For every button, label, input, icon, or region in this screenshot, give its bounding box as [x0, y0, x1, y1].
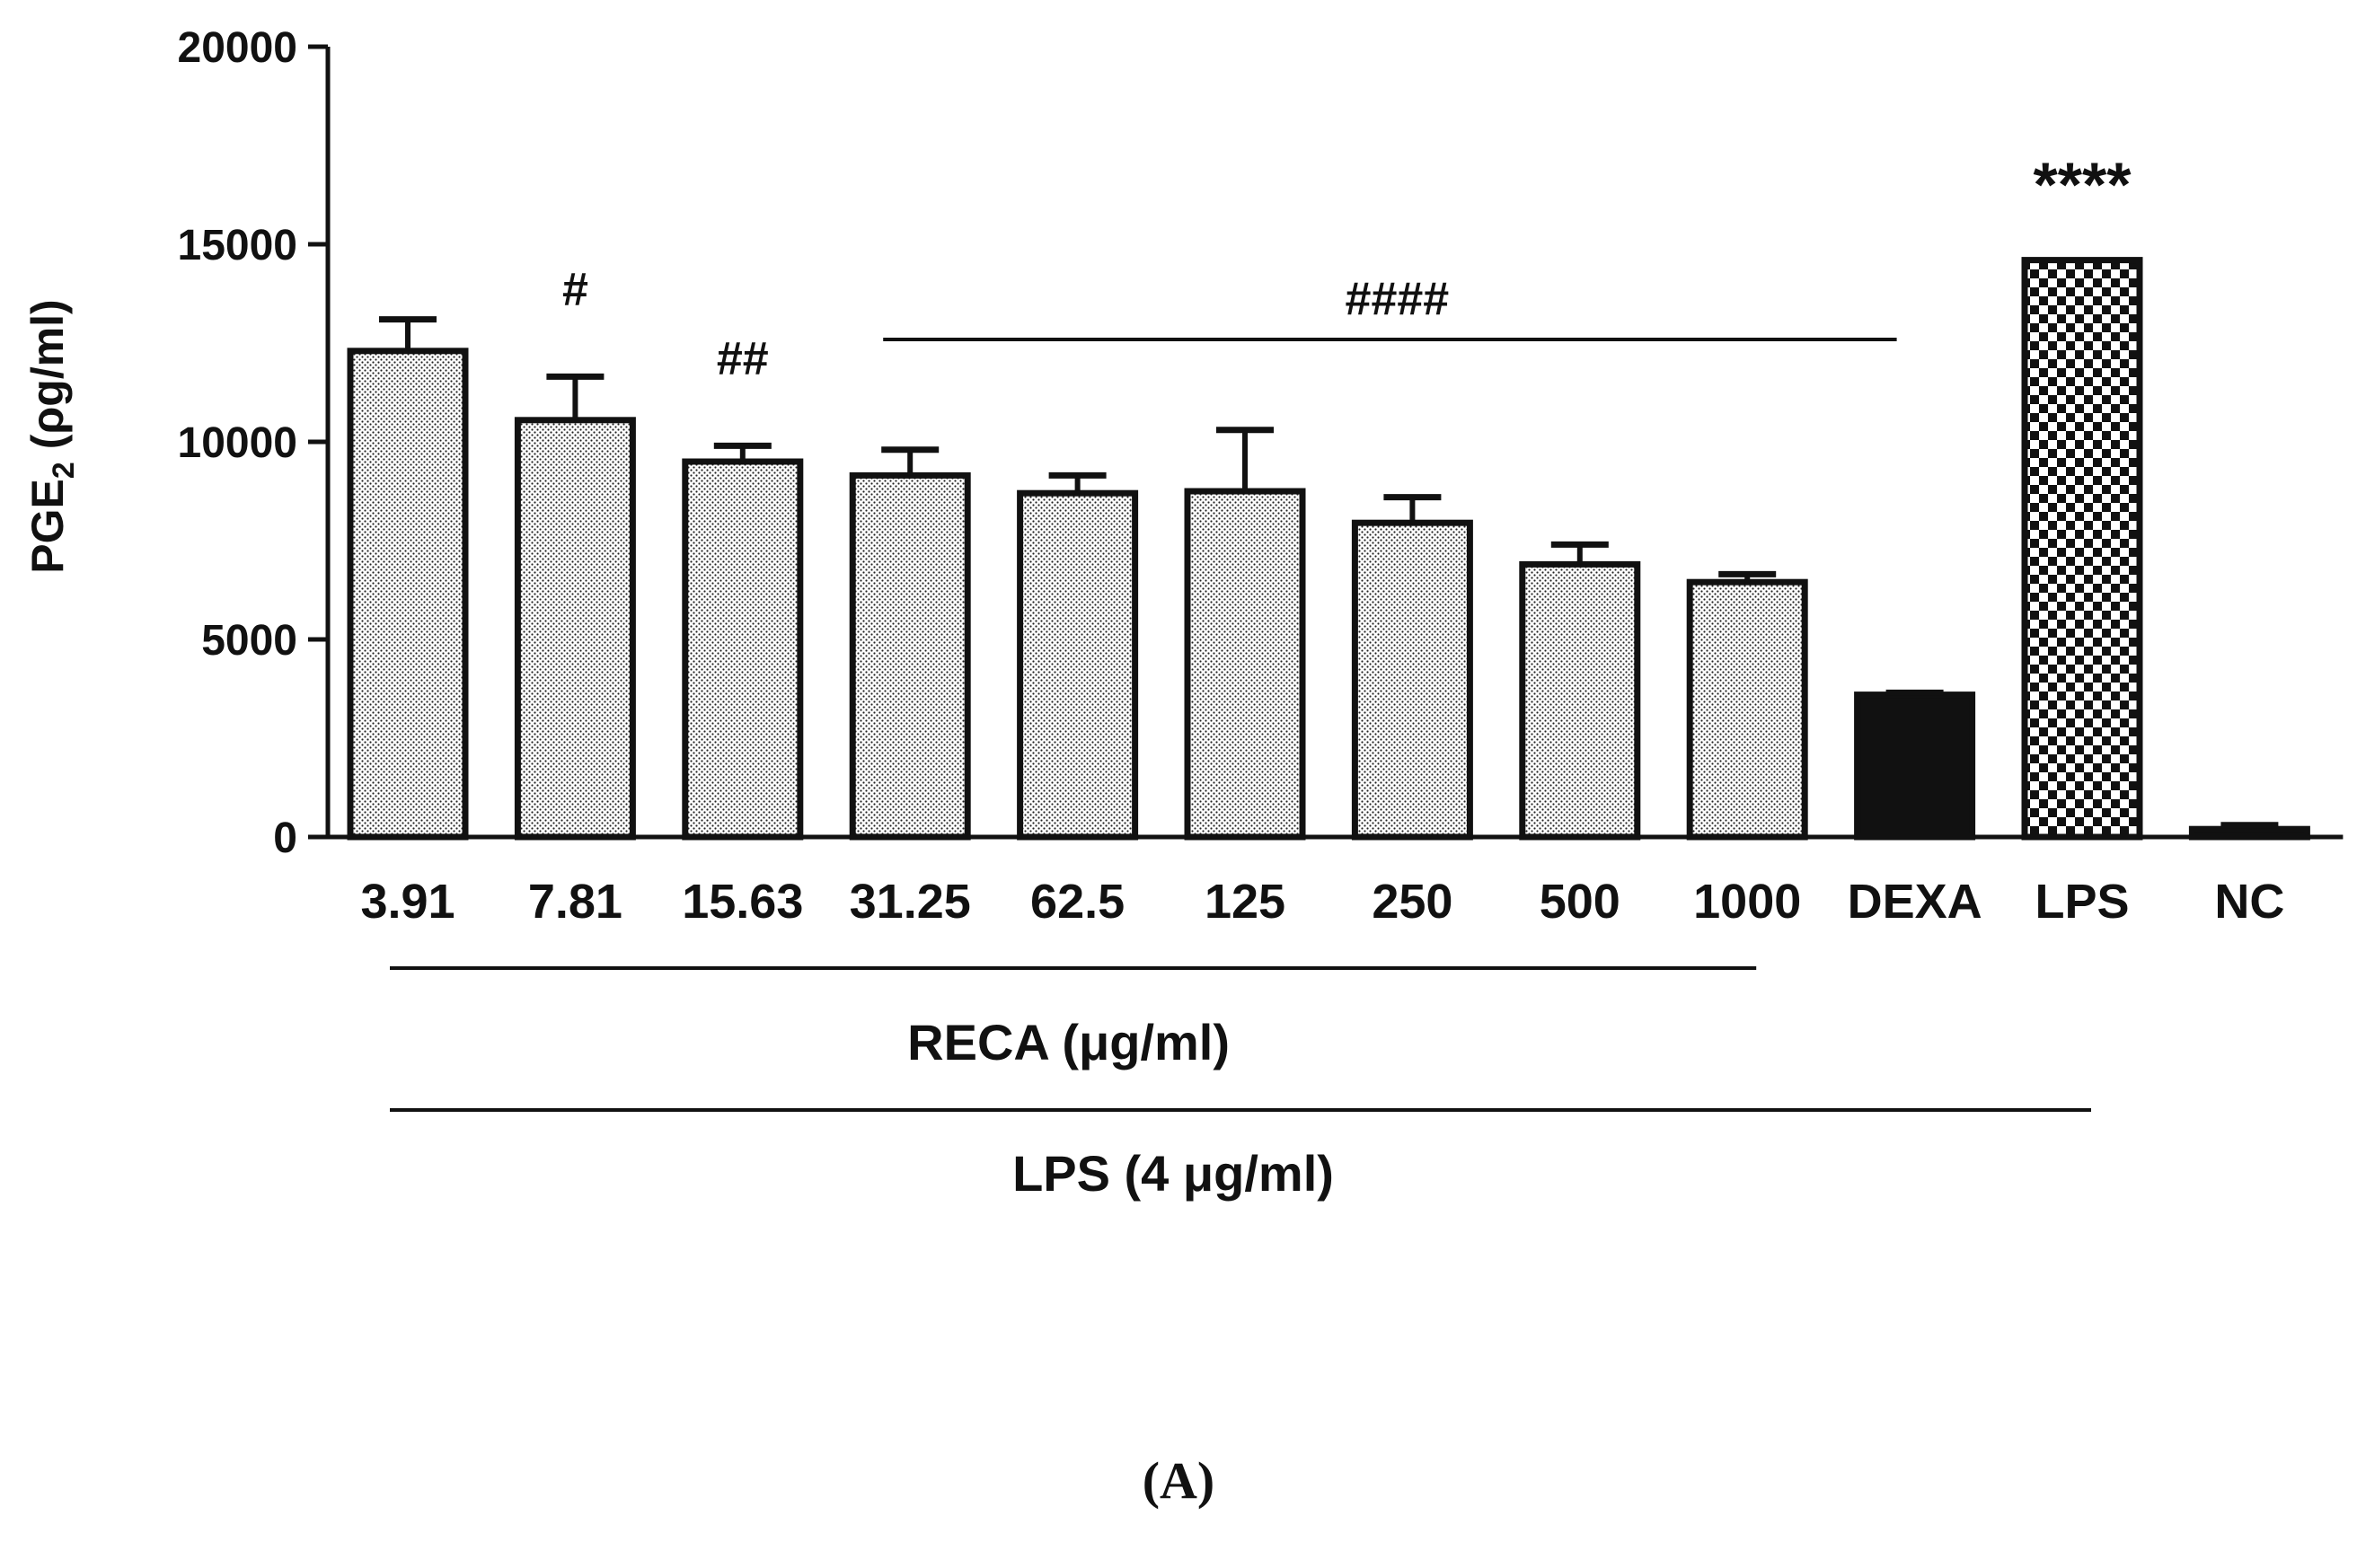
bar [1184, 488, 1306, 841]
y-tick-label: 0 [273, 815, 297, 862]
bar [1854, 692, 1976, 841]
bar [1686, 578, 1808, 841]
bar [1017, 489, 1139, 841]
y-tick-label: 15000 [178, 222, 297, 269]
x-tick-label: LPS [2035, 875, 2129, 929]
bar [514, 417, 636, 841]
bar [2188, 825, 2310, 841]
x-tick-label: NC [2214, 875, 2284, 929]
x-axis: 3.91 7.81 15.63 31.25 62.5 125 250 500 1000 DEXA L… [326, 834, 2344, 929]
x-tick-label: 15.63 [682, 875, 803, 929]
group-label: LPS (4 μg/ml) [1012, 1145, 1334, 1202]
y-axis-label-main: PGE [22, 479, 73, 574]
x-tick-label: 250 [1372, 875, 1452, 929]
x-tick-label: 500 [1540, 875, 1620, 929]
error-bars [379, 316, 2279, 830]
significance-label: # [562, 263, 588, 315]
significance-label: #### [1346, 273, 1450, 325]
panel-label: (A) [1143, 1451, 1215, 1510]
bar [1351, 519, 1473, 841]
bar [849, 471, 971, 841]
y-axis-label-subscript: 2 [47, 462, 81, 479]
y-axis-label-unit: (ρg/ml) [22, 299, 73, 462]
y-tick-label: 5000 [201, 617, 297, 665]
bar [682, 458, 804, 841]
x-tick-label: DEXA [1848, 875, 1982, 929]
group-label: RECA (μg/ml) [907, 1014, 1230, 1070]
x-tick-label: 3.91 [360, 875, 455, 929]
y-tick-label: 10000 [178, 419, 297, 467]
x-tick-label: 62.5 [1030, 875, 1125, 929]
bar [2021, 257, 2143, 841]
x-tick-label: 31.25 [850, 875, 971, 929]
bar [1519, 560, 1641, 841]
x-tick-label: 125 [1205, 875, 1285, 929]
significance-label: ## [717, 332, 769, 384]
annotations: #######**** [562, 150, 2132, 385]
x-tick-label: 7.81 [528, 875, 622, 929]
y-axis-label: PGE2 (ρg/ml) [22, 299, 81, 573]
bars [347, 257, 2310, 841]
y-axis: 0 5000 10000 15000 20000 [178, 24, 331, 862]
significance-label: **** [2034, 150, 2132, 220]
x-tick-label: 1000 [1693, 875, 1801, 929]
group-labels: RECA (μg/ml) LPS (4 μg/ml) [390, 966, 2091, 1202]
bar [347, 348, 469, 841]
y-tick-label: 20000 [178, 24, 297, 72]
